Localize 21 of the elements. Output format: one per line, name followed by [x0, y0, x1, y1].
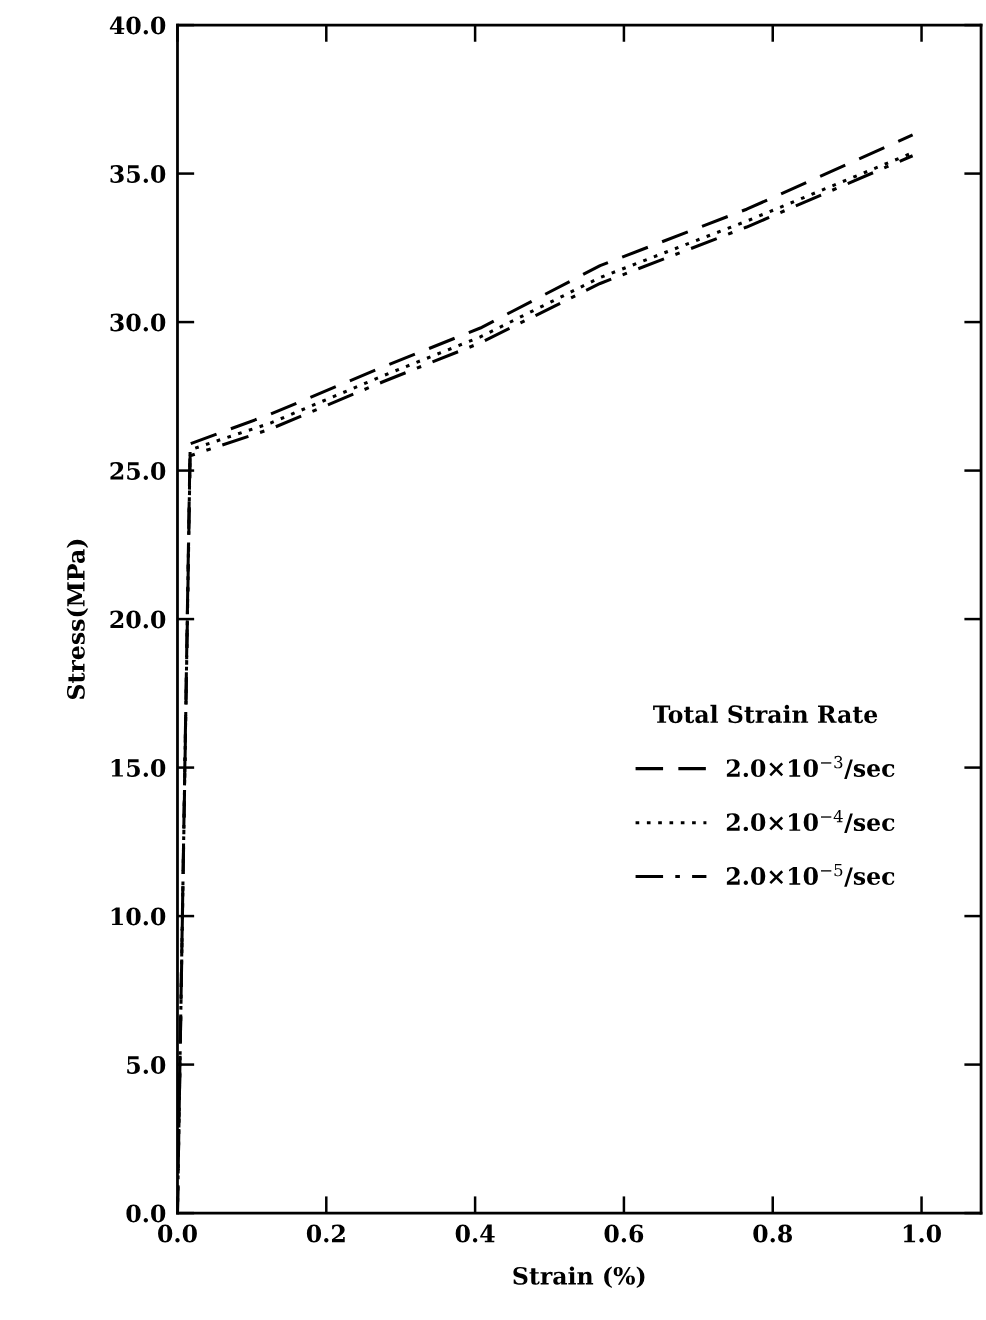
legend-title: Total Strain Rate: [653, 704, 878, 724]
y-tick-label: 15.0: [111, 759, 166, 777]
y-tick-label: 0.0: [126, 1204, 166, 1223]
x-tick-label: 0.6: [604, 1224, 644, 1243]
y-tick-label: 25.0: [110, 462, 166, 480]
x-tick-label: 0.2: [306, 1224, 345, 1243]
x-tick-label: 0.8: [753, 1224, 792, 1243]
x-tick-label: 1.0: [903, 1224, 941, 1243]
y-tick-label: 10.0: [111, 907, 166, 926]
x-axis-title: Strain (%): [513, 1266, 645, 1289]
y-tick-label: 35.0: [110, 165, 166, 183]
x-tick-label: 0.0: [158, 1224, 197, 1243]
y-tick-label: 5.0: [127, 1056, 166, 1074]
legend-label: 2.0×10$^{−4}$/sec: [726, 809, 895, 833]
x-tick-label: 0.4: [455, 1224, 495, 1243]
legend-label: 2.0×10$^{−5}$/sec: [726, 864, 895, 887]
y-tick-label: 30.0: [110, 313, 166, 332]
y-tick-label: 20.0: [110, 610, 166, 629]
legend-label: 2.0×10$^{−3}$/sec: [726, 755, 895, 779]
y-axis-title: Stress(MPa): [66, 539, 89, 699]
y-tick-label: 40.0: [109, 16, 166, 35]
